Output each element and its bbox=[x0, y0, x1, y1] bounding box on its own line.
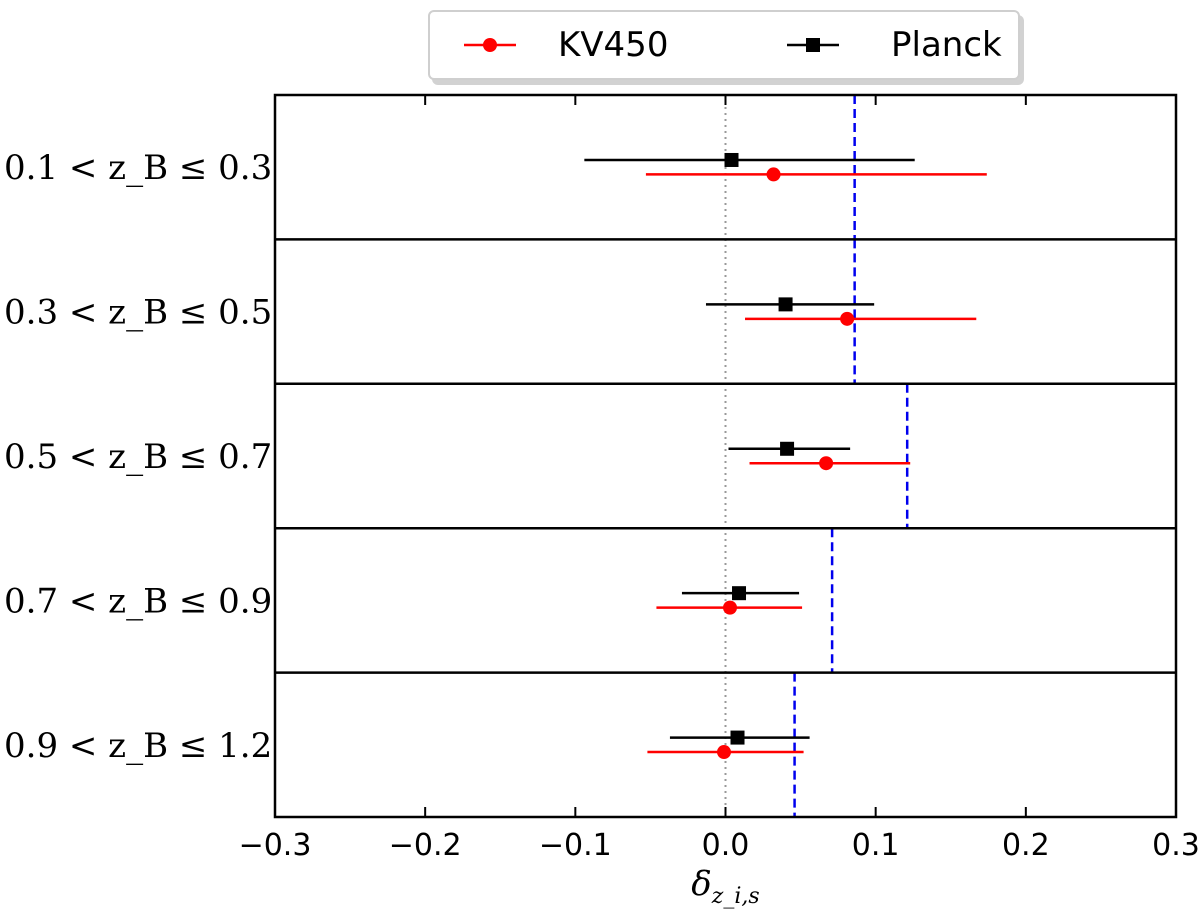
kv450-point bbox=[723, 600, 738, 615]
x-tick-label: −0.2 bbox=[389, 828, 462, 863]
planck-point bbox=[780, 441, 795, 456]
x-tick-label: 0.1 bbox=[852, 828, 900, 863]
planck-point bbox=[730, 730, 745, 745]
x-tick-label: 0.3 bbox=[1152, 828, 1200, 863]
plot-area: 0.1 < z_B ≤ 0.3 0.3 < z_B ≤ 0.5 0.5 < z_B … bbox=[4, 93, 1200, 909]
x-tick-label: −0.3 bbox=[239, 828, 312, 863]
x-tick-label: −0.1 bbox=[539, 828, 612, 863]
planck-point bbox=[724, 152, 739, 167]
planck-point bbox=[778, 297, 793, 312]
kv450-point bbox=[819, 456, 834, 471]
bin-label: 0.9 < z_B ≤ 1.2 bbox=[4, 726, 272, 766]
legend-label-planck: Planck bbox=[891, 25, 1002, 65]
x-tick-label: 0.0 bbox=[702, 828, 750, 863]
bin-label: 0.1 < z_B ≤ 0.3 bbox=[4, 148, 272, 188]
legend: KV450 Planck bbox=[428, 10, 1020, 80]
bin-label: 0.7 < z_B ≤ 0.9 bbox=[4, 581, 272, 621]
x-tick-label: 0.2 bbox=[1002, 828, 1050, 863]
x-axis-label: δz_i,s bbox=[691, 864, 759, 909]
legend-item-kv450: KV450 bbox=[460, 12, 668, 78]
planck-point bbox=[732, 586, 747, 601]
legend-marker-kv450 bbox=[464, 38, 516, 52]
bin-label: 0.3 < z_B ≤ 0.5 bbox=[4, 293, 272, 333]
kv450-point bbox=[766, 167, 781, 182]
kv450-point bbox=[716, 745, 731, 760]
legend-label-kv450: KV450 bbox=[558, 25, 669, 65]
legend-marker-planck bbox=[787, 38, 839, 52]
legend-item-planck: Planck bbox=[783, 12, 1002, 78]
bin-label: 0.5 < z_B ≤ 0.7 bbox=[4, 437, 272, 477]
kv450-point bbox=[840, 311, 855, 326]
